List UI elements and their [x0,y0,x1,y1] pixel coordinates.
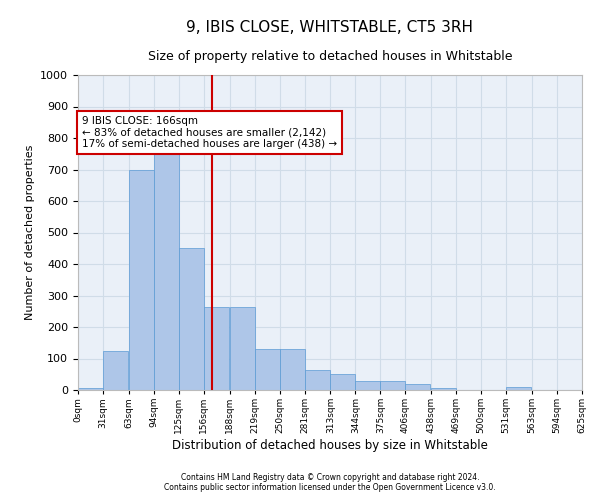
Text: Size of property relative to detached houses in Whitstable: Size of property relative to detached ho… [148,50,512,63]
Bar [254,349,280,390]
Bar [204,306,229,390]
Text: Contains HM Land Registry data © Crown copyright and database right 2024.: Contains HM Land Registry data © Crown c… [181,474,479,482]
Bar [280,349,305,390]
Text: Contains public sector information licensed under the Open Government Licence v3: Contains public sector information licen… [164,484,496,492]
Bar [305,370,329,390]
Bar [506,387,531,390]
Y-axis label: Number of detached properties: Number of detached properties [25,145,35,320]
Bar [179,248,204,390]
Bar [331,374,355,390]
Bar [406,384,430,390]
Bar [380,380,406,390]
X-axis label: Distribution of detached houses by size in Whitstable: Distribution of detached houses by size … [172,439,488,452]
Text: 9, IBIS CLOSE, WHITSTABLE, CT5 3RH: 9, IBIS CLOSE, WHITSTABLE, CT5 3RH [187,20,473,35]
Bar [103,350,128,390]
Text: 9 IBIS CLOSE: 166sqm
← 83% of detached houses are smaller (2,142)
17% of semi-de: 9 IBIS CLOSE: 166sqm ← 83% of detached h… [82,116,337,149]
Bar [78,388,103,390]
Bar [230,306,254,390]
Bar [154,146,179,390]
Bar [355,380,380,390]
Bar [431,388,456,390]
Bar [129,170,154,390]
